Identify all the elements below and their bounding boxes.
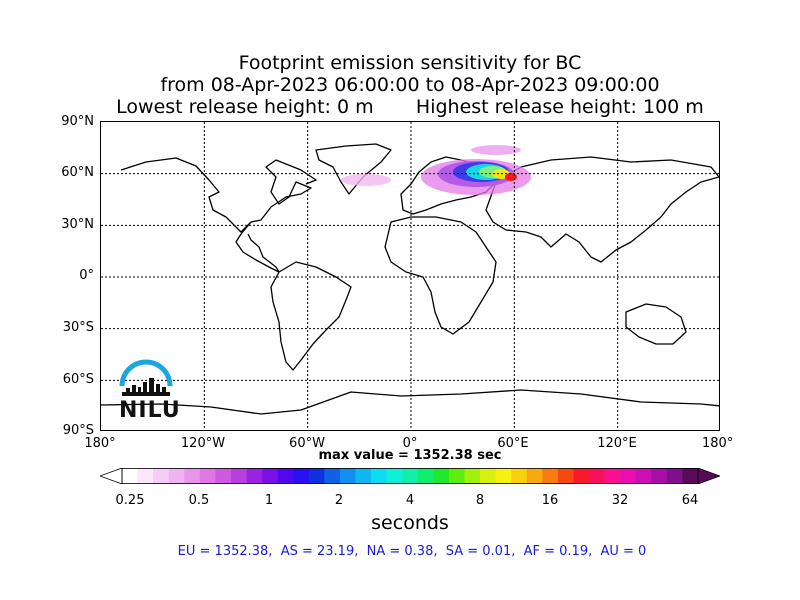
lat-label-60s: 60°S bbox=[62, 372, 94, 387]
colorbar-cell bbox=[511, 468, 528, 484]
colorbar-cell bbox=[495, 468, 512, 484]
colorbar-tick-0-25: 0.25 bbox=[115, 493, 145, 508]
colorbar-cell bbox=[682, 468, 699, 484]
colorbar-cell bbox=[230, 468, 247, 484]
north-america-coast bbox=[120, 157, 317, 273]
highest-release-height: Highest release height: 100 m bbox=[415, 96, 704, 118]
title-line-3: Lowest release height: 0 m Highest relea… bbox=[0, 96, 800, 118]
max-value-label: max value = 1352.38 sec bbox=[318, 448, 502, 463]
colorbar-cell bbox=[417, 468, 434, 484]
lon-label-120e: 120°E bbox=[597, 436, 637, 451]
title-line-2: from 08-Apr-2023 06:00:00 to 08-Apr-2023… bbox=[160, 74, 660, 96]
colorbar-cell bbox=[542, 468, 559, 484]
colorbar-tick-32: 32 bbox=[611, 493, 629, 508]
logo-arc bbox=[119, 359, 173, 387]
colorbar-tick-4: 4 bbox=[405, 493, 415, 508]
colorbar-cells bbox=[122, 468, 699, 484]
graticule bbox=[101, 122, 719, 430]
colorbar-cell bbox=[355, 468, 372, 484]
south-america-coast bbox=[270, 261, 352, 371]
colorbar-cell bbox=[277, 468, 294, 484]
greenland-coast bbox=[315, 143, 392, 195]
colorbar-tick-0-5: 0.5 bbox=[188, 493, 210, 508]
antarctica-coast bbox=[101, 389, 719, 415]
logo-skyline bbox=[122, 378, 170, 396]
lon-label-60e: 60°E bbox=[497, 436, 529, 451]
world-map bbox=[101, 122, 719, 430]
colorbar-cell bbox=[262, 468, 278, 484]
lat-label-90n: 90°N bbox=[61, 114, 94, 129]
colorbar-tick-1: 1 bbox=[264, 493, 274, 508]
colorbar-cell bbox=[339, 468, 356, 484]
colorbar-cell bbox=[199, 468, 216, 484]
colorbar-cell bbox=[371, 468, 387, 484]
colorbar-cell bbox=[168, 468, 185, 484]
colorbar-tick-16: 16 bbox=[541, 493, 559, 508]
colorbar-cell bbox=[480, 468, 496, 484]
lat-label-30n: 30°N bbox=[61, 217, 94, 232]
lon-label-60w: 60°W bbox=[289, 436, 325, 451]
colorbar-cell bbox=[308, 468, 325, 484]
colorbar-cell bbox=[122, 468, 138, 484]
colorbar-cell bbox=[635, 468, 652, 484]
colorbar-cell bbox=[620, 468, 637, 484]
nilu-logo bbox=[119, 359, 173, 396]
title-line-1: Footprint emission sensitivity for BC bbox=[238, 52, 582, 74]
colorbar-tick-2: 2 bbox=[334, 493, 344, 508]
colorbar-cell bbox=[293, 468, 310, 484]
colorbar-cell bbox=[215, 468, 232, 484]
colorbar-cell bbox=[184, 468, 201, 484]
lon-label-0: 0° bbox=[402, 436, 418, 451]
colorbar-high-arrow bbox=[697, 468, 720, 484]
colorbar-cell bbox=[153, 468, 170, 484]
lon-label-180e: 180° bbox=[702, 436, 734, 451]
colorbar-cell bbox=[448, 468, 465, 484]
colorbar-cell bbox=[137, 468, 154, 484]
colorbar-cell bbox=[246, 468, 263, 484]
lat-label-60n: 60°N bbox=[61, 165, 94, 180]
colorbar-low-arrow bbox=[100, 468, 123, 484]
colorbar-cell bbox=[589, 468, 605, 484]
colorbar-tick-8: 8 bbox=[475, 493, 485, 508]
lowest-release-height: Lowest release height: 0 m bbox=[116, 96, 374, 118]
colorbar-outline bbox=[121, 468, 699, 484]
colorbar-cell bbox=[526, 468, 543, 484]
asia-coast bbox=[485, 156, 719, 263]
lat-label-0: 0° bbox=[79, 268, 94, 283]
lon-label-120w: 120°W bbox=[180, 436, 226, 451]
colorbar-tick-64: 64 bbox=[681, 493, 699, 508]
lat-label-30s: 30°S bbox=[62, 320, 94, 335]
region-summary: EU = 1352.38, AS = 23.19, NA = 0.38, SA … bbox=[177, 544, 647, 559]
emission-plume bbox=[341, 145, 531, 195]
colorbar-cell bbox=[573, 468, 590, 484]
colorbar bbox=[100, 468, 720, 484]
logo-text: NILU bbox=[119, 398, 181, 423]
lon-label-180w: 180° bbox=[84, 436, 116, 451]
colorbar-cell bbox=[402, 468, 419, 484]
colorbar-cell bbox=[464, 468, 481, 484]
africa-coast bbox=[384, 216, 497, 335]
colorbar-cell bbox=[324, 468, 341, 484]
colorbar-cell bbox=[433, 468, 450, 484]
colorbar-cell bbox=[651, 468, 668, 484]
colorbar-cell bbox=[557, 468, 574, 484]
australia-coast bbox=[625, 303, 687, 345]
colorbar-cell bbox=[666, 468, 683, 484]
map-panel bbox=[100, 121, 720, 431]
lat-label-90s: 90°S bbox=[62, 423, 94, 438]
colorbar-cell bbox=[386, 468, 403, 484]
colorbar-cell bbox=[604, 468, 621, 484]
colorbar-label: seconds bbox=[371, 512, 449, 534]
